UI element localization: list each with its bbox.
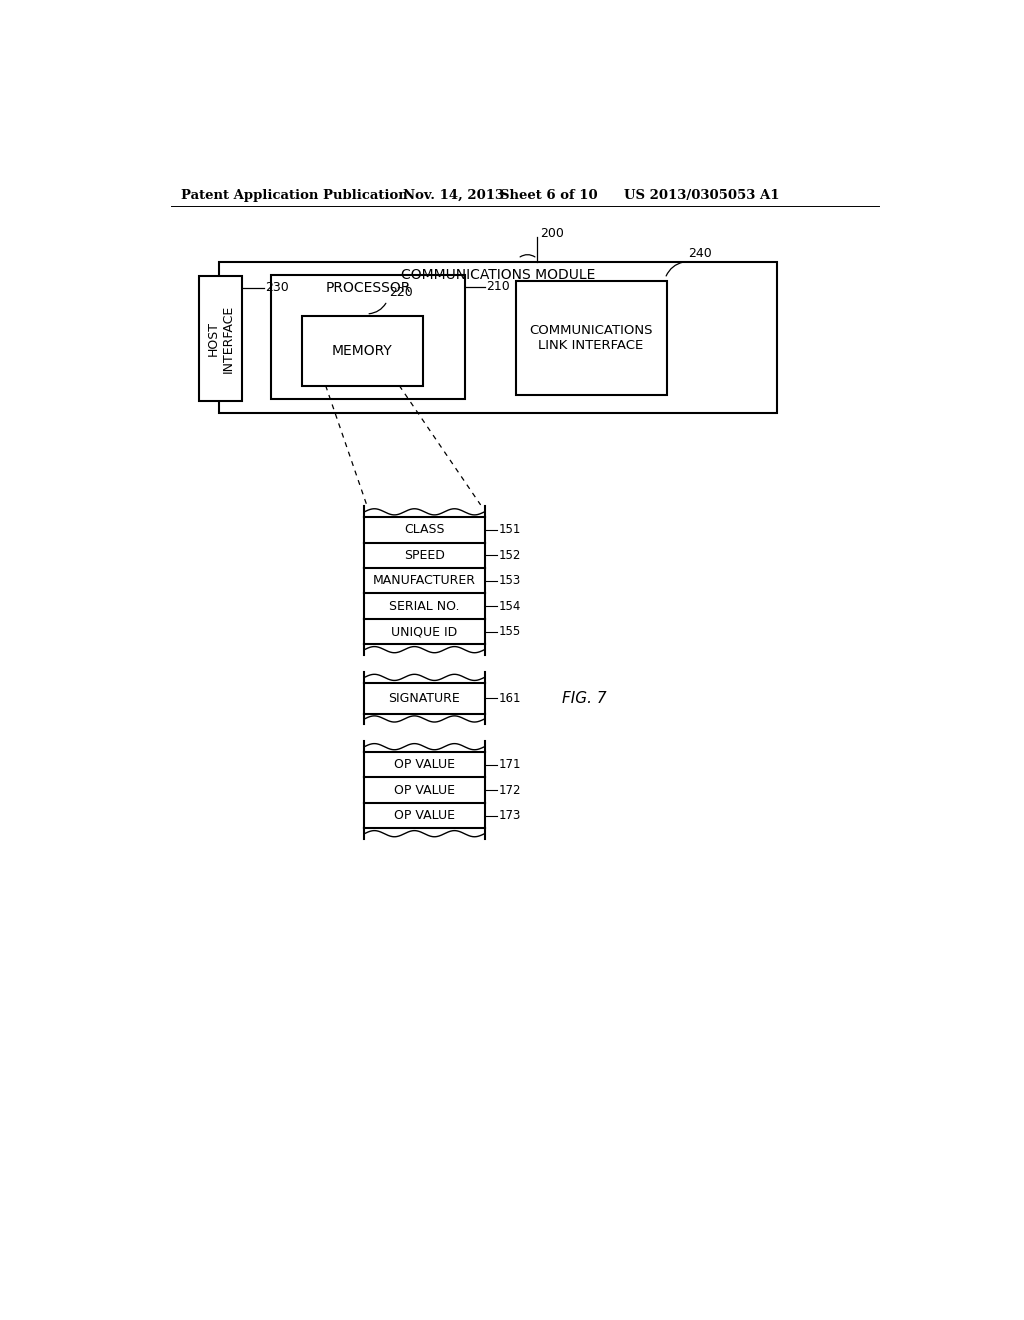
Text: CLASS: CLASS bbox=[404, 524, 444, 536]
Bar bbox=[271, 276, 465, 399]
Bar bbox=[200, 276, 242, 401]
Text: 171: 171 bbox=[499, 758, 521, 771]
Text: SPEED: SPEED bbox=[404, 549, 444, 562]
Text: 152: 152 bbox=[499, 549, 521, 562]
Text: PROCESSOR: PROCESSOR bbox=[326, 281, 411, 294]
Text: OP VALUE: OP VALUE bbox=[394, 809, 455, 822]
Text: FIG. 7: FIG. 7 bbox=[562, 690, 606, 706]
Text: 173: 173 bbox=[499, 809, 521, 822]
Text: Nov. 14, 2013: Nov. 14, 2013 bbox=[403, 189, 504, 202]
Text: COMMUNICATIONS MODULE: COMMUNICATIONS MODULE bbox=[401, 268, 596, 281]
Text: COMMUNICATIONS
LINK INTERFACE: COMMUNICATIONS LINK INTERFACE bbox=[529, 323, 653, 352]
Text: US 2013/0305053 A1: US 2013/0305053 A1 bbox=[624, 189, 779, 202]
Text: HOST
INTERFACE: HOST INTERFACE bbox=[207, 305, 234, 372]
Text: OP VALUE: OP VALUE bbox=[394, 758, 455, 771]
Bar bbox=[302, 317, 423, 385]
Text: 220: 220 bbox=[389, 286, 413, 300]
Text: 151: 151 bbox=[499, 524, 521, 536]
Text: MANUFACTURER: MANUFACTURER bbox=[373, 574, 476, 587]
Text: 154: 154 bbox=[499, 599, 521, 612]
Text: 230: 230 bbox=[265, 281, 289, 294]
Bar bbox=[515, 281, 667, 395]
Text: 200: 200 bbox=[541, 227, 564, 240]
Text: 155: 155 bbox=[499, 626, 520, 638]
Text: SERIAL NO.: SERIAL NO. bbox=[389, 599, 460, 612]
Text: 240: 240 bbox=[688, 247, 712, 260]
Text: UNIQUE ID: UNIQUE ID bbox=[391, 626, 458, 638]
Text: SIGNATURE: SIGNATURE bbox=[388, 692, 461, 705]
Text: 172: 172 bbox=[499, 784, 521, 797]
Text: Patent Application Publication: Patent Application Publication bbox=[180, 189, 408, 202]
Text: OP VALUE: OP VALUE bbox=[394, 784, 455, 797]
Text: 153: 153 bbox=[499, 574, 520, 587]
Text: 210: 210 bbox=[486, 280, 510, 293]
Text: 161: 161 bbox=[499, 692, 521, 705]
Text: Sheet 6 of 10: Sheet 6 of 10 bbox=[500, 189, 598, 202]
Text: MEMORY: MEMORY bbox=[332, 345, 393, 358]
Bar bbox=[219, 263, 777, 412]
